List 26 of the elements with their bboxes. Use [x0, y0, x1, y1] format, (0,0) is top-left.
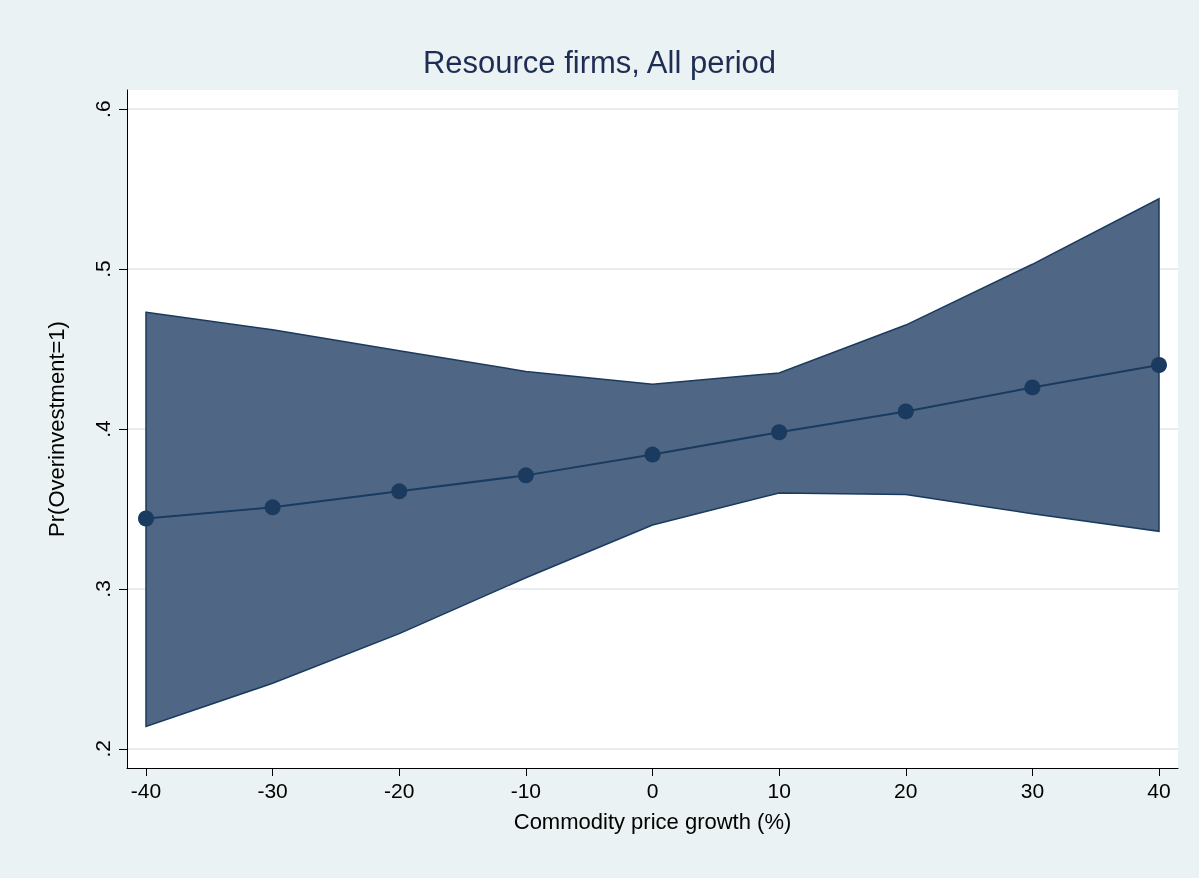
x-tick-label: -40 — [130, 779, 162, 802]
x-tick-label: 0 — [646, 779, 659, 802]
y-axis-title: Pr(Overinvestment=1) — [43, 321, 69, 537]
point — [771, 424, 788, 441]
point — [1151, 357, 1168, 374]
point — [264, 499, 281, 516]
point — [1024, 379, 1041, 396]
y-tick-label: .5 — [91, 260, 114, 278]
x-tick-label: -20 — [384, 779, 415, 802]
x-tick-label: 30 — [1020, 779, 1045, 802]
x-tick-label: 20 — [894, 779, 918, 802]
x-tick-label: 40 — [1147, 779, 1171, 802]
y-tick-label: .3 — [91, 580, 114, 598]
point — [517, 467, 534, 484]
x-tick-label: -30 — [257, 779, 288, 802]
x-axis-title: Commodity price growth (%) — [513, 808, 792, 834]
point — [391, 483, 408, 500]
chart-title: Resource firms, All period — [422, 45, 777, 80]
y-tick-label: .6 — [91, 100, 114, 118]
y-tick-label: .2 — [91, 740, 114, 758]
point — [897, 403, 914, 420]
x-tick-label: 10 — [767, 779, 791, 802]
y-tick-label: .4 — [91, 419, 114, 438]
point — [644, 446, 661, 463]
x-tick-label: -10 — [510, 779, 542, 802]
point — [138, 510, 154, 527]
